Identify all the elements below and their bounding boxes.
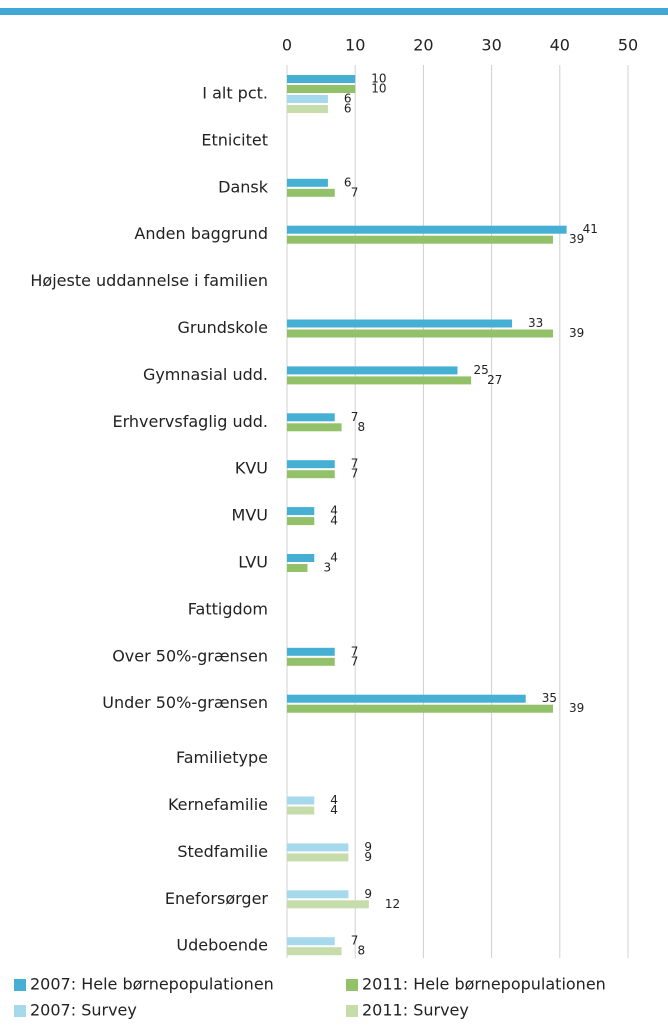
bar xyxy=(287,329,553,338)
data-label: 8 xyxy=(358,944,366,958)
data-label: 39 xyxy=(569,326,584,340)
legend-swatch xyxy=(346,979,358,991)
bar xyxy=(287,188,335,197)
legend-label: 2007: Survey xyxy=(30,1001,137,1020)
bar xyxy=(287,105,328,113)
bar xyxy=(287,413,335,422)
data-label: 12 xyxy=(385,897,400,911)
bar xyxy=(287,423,342,432)
bar xyxy=(287,890,349,899)
data-label: 4 xyxy=(330,504,338,518)
bar xyxy=(287,517,315,526)
bar xyxy=(287,470,335,479)
legend-label: 2007: Hele børnepopulationen xyxy=(30,975,274,994)
category-label: MVU xyxy=(232,506,268,525)
category-label: Kernefamilie xyxy=(168,795,268,814)
bar xyxy=(287,507,315,516)
data-label: 10 xyxy=(371,82,386,96)
data-label: 9 xyxy=(364,887,372,901)
data-label: 8 xyxy=(358,420,366,434)
data-label: 7 xyxy=(351,457,359,471)
bar xyxy=(287,853,349,862)
x-tick-label: 0 xyxy=(282,36,292,55)
data-label: 25 xyxy=(474,363,489,377)
data-label: 10 xyxy=(371,72,386,86)
bar xyxy=(287,376,472,385)
bar xyxy=(287,178,328,187)
data-label: 4 xyxy=(330,793,338,807)
data-label: 4 xyxy=(330,803,338,817)
data-label: 6 xyxy=(344,102,352,116)
data-label: 4 xyxy=(330,551,338,565)
data-label: 7 xyxy=(351,410,359,424)
category-label: Etnicitet xyxy=(201,130,268,149)
bar xyxy=(287,647,335,656)
legend-label: 2011: Survey xyxy=(362,1001,469,1020)
legend-swatch xyxy=(346,1005,358,1017)
bar xyxy=(287,694,526,703)
bar xyxy=(287,843,349,852)
category-label: Under 50%-grænsen xyxy=(102,693,268,712)
data-label: 33 xyxy=(528,316,543,330)
bar xyxy=(287,937,335,946)
data-label: 35 xyxy=(542,691,557,705)
data-label: 7 xyxy=(351,185,359,199)
data-label: 4 xyxy=(330,514,338,528)
data-label: 41 xyxy=(583,222,598,236)
data-label: 9 xyxy=(364,850,372,864)
category-label: Over 50%-grænsen xyxy=(112,646,268,665)
bar xyxy=(287,564,308,572)
category-label: Stedfamilie xyxy=(177,842,268,861)
category-label: Erhvervsfaglig udd. xyxy=(112,412,268,431)
category-label: Anden baggrund xyxy=(134,224,268,243)
x-tick-label: 30 xyxy=(481,36,501,55)
category-label: Fattigdom xyxy=(188,599,268,618)
data-label: 9 xyxy=(364,840,372,854)
category-label: Eneforsørger xyxy=(165,889,269,908)
data-label: 7 xyxy=(351,654,359,668)
bar xyxy=(287,85,356,93)
legend-swatch xyxy=(14,1005,26,1017)
bar xyxy=(287,460,335,469)
bar xyxy=(287,366,458,375)
data-label: 6 xyxy=(344,92,352,106)
data-label: 3 xyxy=(323,561,331,575)
category-label: KVU xyxy=(235,459,268,478)
category-label: LVU xyxy=(238,553,268,572)
category-label: Udeboende xyxy=(176,936,268,955)
legend-label: 2011: Hele børnepopulationen xyxy=(362,975,606,994)
bar xyxy=(287,319,513,328)
x-tick-label: 40 xyxy=(550,36,570,55)
category-label: Dansk xyxy=(218,177,269,196)
data-label: 7 xyxy=(351,467,359,481)
header-stripe xyxy=(0,8,668,15)
bar xyxy=(287,75,356,83)
data-label: 39 xyxy=(569,232,584,246)
bar xyxy=(287,900,369,909)
legend-swatch xyxy=(14,979,26,991)
category-label: Højeste uddannelse i familien xyxy=(30,271,268,290)
bar xyxy=(287,657,335,666)
category-label: Grundskole xyxy=(177,318,268,337)
data-label: 39 xyxy=(569,701,584,715)
category-label: Gymnasial udd. xyxy=(143,365,268,384)
category-label: Familietype xyxy=(176,748,268,767)
bar xyxy=(287,806,315,815)
x-tick-label: 20 xyxy=(413,36,433,55)
category-label: I alt pct. xyxy=(202,84,268,103)
x-tick-label: 10 xyxy=(345,36,365,55)
data-label: 27 xyxy=(487,373,502,387)
data-label: 6 xyxy=(344,175,352,189)
bar xyxy=(287,225,567,234)
bar xyxy=(287,95,328,103)
bar xyxy=(287,796,315,805)
bar xyxy=(287,947,342,956)
data-label: 7 xyxy=(351,644,359,658)
bar xyxy=(287,235,553,244)
x-tick-label: 50 xyxy=(618,36,638,55)
data-label: 7 xyxy=(351,934,359,948)
bar xyxy=(287,704,553,713)
bar xyxy=(287,554,315,562)
